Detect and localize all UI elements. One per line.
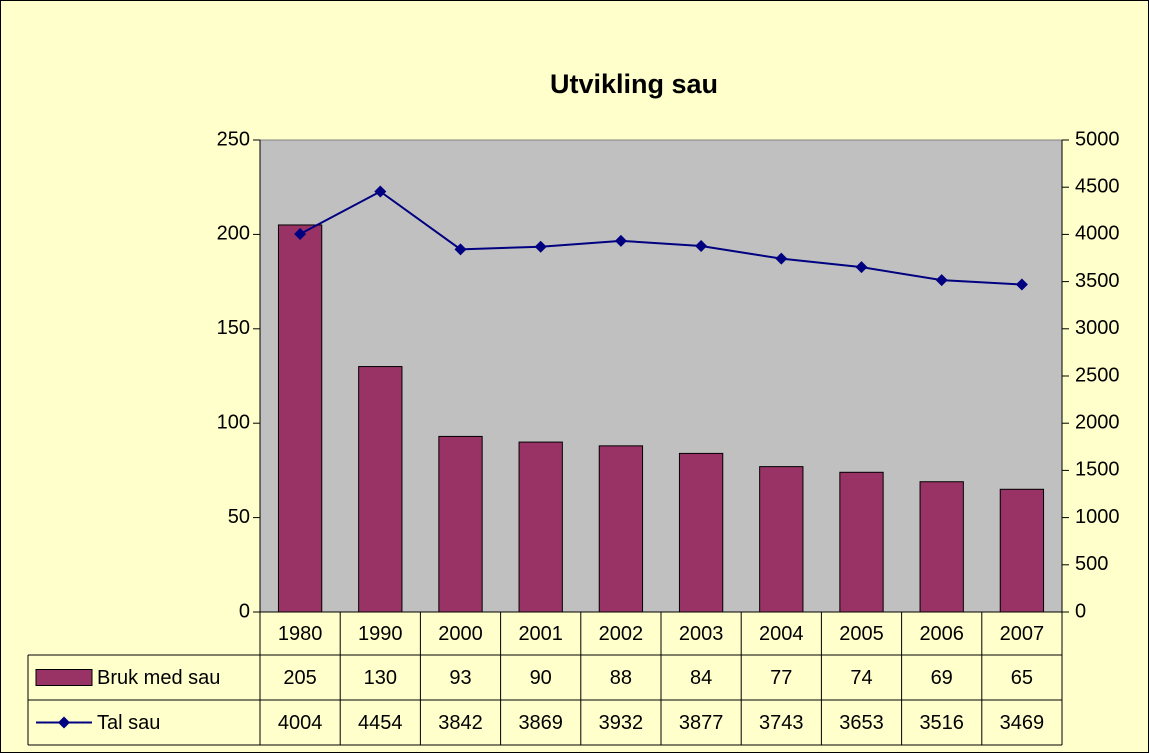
table-value: 4454 [358,712,403,734]
x-tick-label: 2005 [839,623,884,645]
line-marker [935,274,948,287]
y-tick-label: 50 [228,506,250,528]
y2-tick-label: 5000 [1075,128,1120,150]
bar [598,445,644,613]
table-value: 3469 [1000,712,1045,734]
line-marker [855,261,868,274]
bar [999,488,1045,613]
table-value: 4004 [278,712,323,734]
bar [678,452,724,613]
line-marker [374,185,387,198]
x-tick-label: 2000 [438,623,483,645]
line-marker [775,252,788,265]
bar [919,481,964,613]
x-tick-label: 2007 [1000,623,1045,645]
y-tick-label: 150 [217,317,250,339]
x-tick-label: 2006 [919,623,964,645]
y2-tick-label: 1000 [1075,506,1120,528]
table-value: 69 [931,667,953,689]
table-value: 77 [770,667,792,689]
line-marker [614,234,627,247]
bar [518,441,563,613]
line [299,190,1022,286]
x-tick-label: 2001 [518,623,563,645]
x-tick-label: 2002 [599,623,644,645]
legend-marker [58,716,70,729]
x-tick-label: 2003 [679,623,724,645]
y2-tick-label: 2000 [1075,411,1120,433]
y-tick-label: 0 [239,600,250,622]
table-value: 3842 [438,712,483,734]
line-marker [454,243,467,256]
x-tick-label: 1980 [278,623,323,645]
table-value: 3743 [759,712,804,734]
y-tick-label: 200 [217,223,250,245]
table-value: 88 [610,667,632,689]
table-value: 93 [449,667,471,689]
line-marker [1015,278,1028,291]
x-tick-label: 2004 [759,623,804,645]
line-marker [294,228,307,241]
table-value: 3653 [839,712,884,734]
bar [438,435,483,613]
table-value: 3869 [518,712,563,734]
x-tick-label: 1990 [358,623,403,645]
table-value: 3516 [919,712,964,734]
y-tick-label: 100 [217,411,250,433]
legend-label: Tal sau [97,712,160,734]
y2-tick-label: 4500 [1075,175,1120,197]
bar [277,224,323,613]
bar [358,366,403,613]
y2-tick-label: 3500 [1075,270,1120,292]
y2-tick-label: 4000 [1075,223,1120,245]
table-value: 3877 [679,712,724,734]
table-value: 84 [690,667,712,689]
table-value: 130 [364,667,397,689]
table-value: 74 [850,667,872,689]
y2-tick-label: 0 [1075,600,1086,622]
table-value: 205 [283,667,316,689]
table-value: 90 [530,667,552,689]
line-marker [695,240,708,253]
y2-tick-label: 2500 [1075,364,1120,386]
bar [759,466,804,613]
y2-tick-label: 1500 [1075,459,1120,481]
table-value: 3932 [599,712,644,734]
legend-label: Bruk med sau [97,667,220,689]
y-tick-label: 250 [217,128,250,150]
table-value: 65 [1011,667,1033,689]
chart-title: Utvikling sau [550,69,718,99]
legend-swatch [35,669,93,686]
bar [839,471,884,613]
y2-tick-label: 500 [1075,553,1108,575]
y2-tick-label: 3000 [1075,317,1120,339]
line-marker [534,240,547,253]
